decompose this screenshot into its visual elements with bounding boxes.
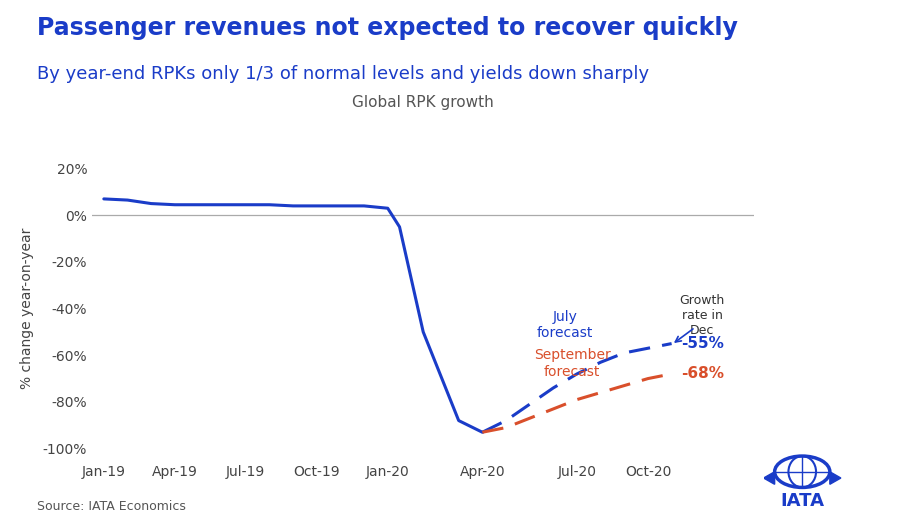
Polygon shape [829,472,840,484]
Text: Passenger revenues not expected to recover quickly: Passenger revenues not expected to recov… [37,16,737,40]
Polygon shape [763,472,774,484]
Text: By year-end RPKs only 1/3 of normal levels and yields down sharply: By year-end RPKs only 1/3 of normal leve… [37,65,648,83]
Text: -68%: -68% [680,367,723,381]
Text: September
forecast: September forecast [533,348,610,379]
Text: July
forecast: July forecast [537,310,593,340]
Y-axis label: % change year-on-year: % change year-on-year [20,228,34,389]
Text: IATA: IATA [779,492,823,510]
Text: Growth
rate in
Dec: Growth rate in Dec [679,294,724,337]
Text: -55%: -55% [680,336,723,351]
Text: Global RPK growth: Global RPK growth [352,95,494,110]
Text: Source: IATA Economics: Source: IATA Economics [37,499,186,513]
